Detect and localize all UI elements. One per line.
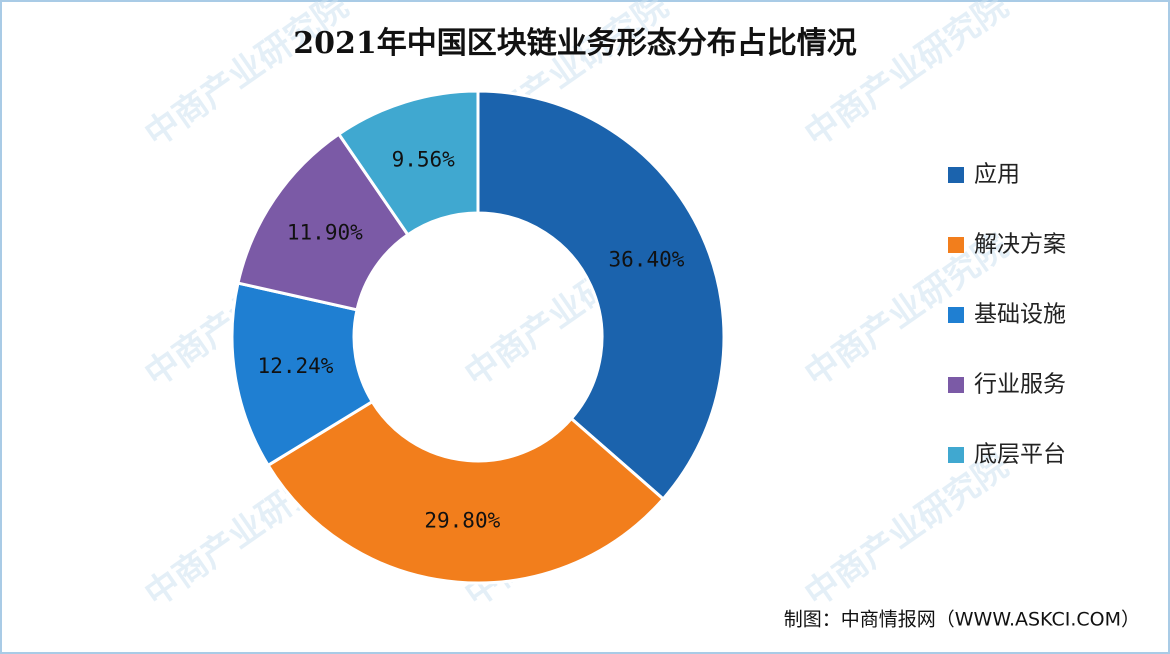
chart-title: 2021年中国区块链业务形态分布占比情况 bbox=[293, 26, 857, 61]
data-label: 9.56% bbox=[392, 147, 456, 171]
data-label: 29.80% bbox=[424, 508, 500, 532]
legend-label: 基础设施 bbox=[974, 302, 1066, 328]
legend-label: 解决方案 bbox=[974, 232, 1066, 258]
legend-label: 应用 bbox=[974, 162, 1020, 188]
data-label: 11.90% bbox=[287, 220, 363, 244]
legend-swatch bbox=[948, 447, 964, 463]
legend-swatch bbox=[948, 307, 964, 323]
source: 制图：中商情报网（WWW.ASKCI.COM） bbox=[784, 609, 1140, 631]
legend-label: 行业服务 bbox=[974, 372, 1066, 398]
slice bbox=[266, 399, 666, 585]
data-label: 12.24% bbox=[258, 354, 334, 378]
slice bbox=[336, 89, 480, 237]
data-label: 36.40% bbox=[609, 248, 685, 272]
legend-swatch bbox=[948, 237, 964, 253]
legend-swatch bbox=[948, 167, 964, 183]
legend-swatch bbox=[948, 377, 964, 393]
slice bbox=[476, 89, 726, 502]
legend-label: 底层平台 bbox=[974, 442, 1066, 468]
